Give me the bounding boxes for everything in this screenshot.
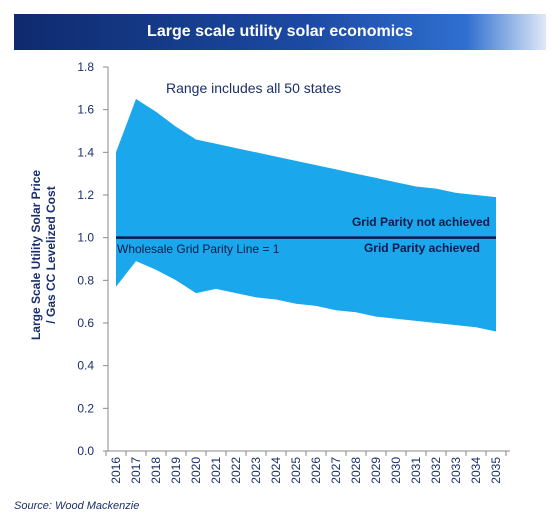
y-tick-label: 0.2 [77, 401, 94, 415]
x-tick-label: 2034 [469, 457, 483, 484]
x-tick-label: 2032 [429, 457, 443, 484]
x-tick-label: 2025 [289, 457, 303, 484]
x-tick-label: 2030 [389, 457, 403, 484]
y-axis-label-line1: Large Scale Utility Solar Price [29, 170, 43, 340]
source-note: Source: Wood Mackenzie [14, 500, 140, 512]
annotation-grid-parity-not-achieved: Grid Parity not achieved [352, 215, 490, 229]
range-band [116, 99, 496, 332]
label-layer: Large Scale Utility Solar Price / Gas CC… [29, 80, 490, 340]
x-tick-label: 2033 [449, 457, 463, 484]
y-tick-label: 0.6 [77, 316, 94, 330]
x-tick-label: 2027 [329, 457, 343, 484]
y-tick-label: 1.6 [77, 103, 94, 117]
y-tick-label: 0.0 [77, 444, 94, 458]
y-tick-label: 1.4 [77, 145, 94, 159]
x-tick-label: 2029 [369, 457, 383, 484]
x-tick-label: 2035 [489, 457, 503, 484]
x-tick-label: 2020 [189, 457, 203, 484]
x-tick-label: 2019 [169, 457, 183, 484]
x-tick-label: 2031 [409, 457, 423, 484]
chart-title: Large scale utility solar economics [147, 23, 413, 40]
title-banner: Large scale utility solar economics [14, 14, 546, 50]
x-tick-label: 2022 [229, 457, 243, 484]
x-tick-label: 2017 [129, 457, 143, 484]
x-tick-label: 2016 [109, 457, 123, 484]
axes-layer: 0.0 0.2 0.4 0.6 0.8 1.0 1.2 1.4 1.6 1.8 2016 2017 20… [77, 60, 510, 484]
x-tick-label: 2018 [149, 457, 163, 484]
data-layer [116, 99, 496, 332]
y-tick-label: 1.2 [77, 188, 94, 202]
y-tick-label: 1.8 [77, 60, 94, 74]
x-tick-label: 2024 [269, 457, 283, 484]
y-axis-label-line2: / Gas CC Levelized Cost [44, 186, 58, 323]
x-tick-label: 2021 [209, 457, 223, 484]
y-tick-label: 0.8 [77, 273, 94, 287]
annotation-range: Range includes all 50 states [166, 80, 341, 96]
y-tick-label: 1.0 [77, 231, 94, 245]
annotation-grid-parity-achieved: Grid Parity achieved [364, 241, 480, 255]
x-tick-label: 2026 [309, 457, 323, 484]
x-tick-label: 2023 [249, 457, 263, 484]
annotation-wholesale-parity-line: Wholesale Grid Parity Line = 1 [117, 242, 280, 256]
y-tick-label: 0.4 [77, 359, 94, 373]
x-tick-label: 2028 [349, 457, 363, 484]
